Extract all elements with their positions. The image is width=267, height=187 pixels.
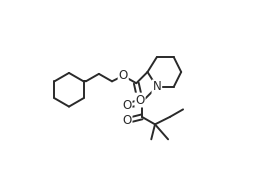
Text: O: O xyxy=(122,114,132,127)
Text: O: O xyxy=(135,94,145,107)
Text: O: O xyxy=(119,69,128,82)
Text: N: N xyxy=(152,80,161,94)
Text: O: O xyxy=(122,99,132,112)
